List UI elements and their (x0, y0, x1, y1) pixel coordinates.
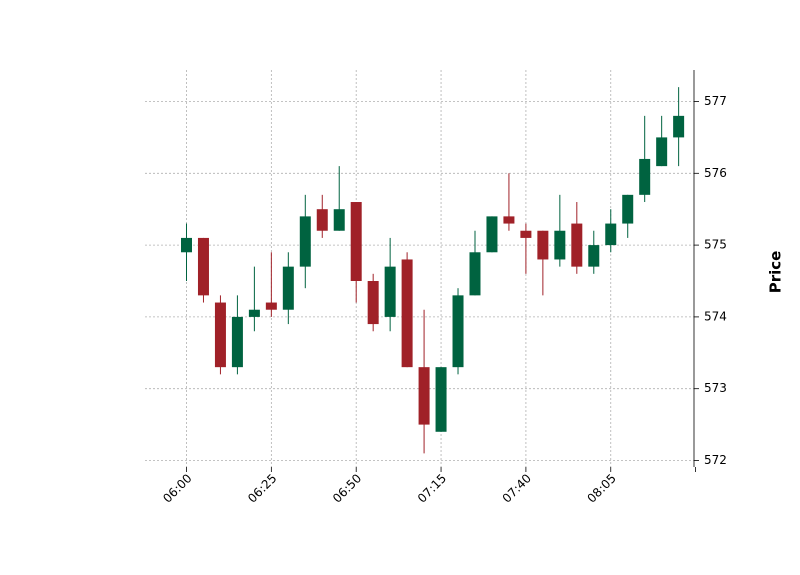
candle-body (333, 209, 345, 231)
candle-body (401, 259, 413, 368)
candle (197, 237, 209, 303)
candle-body (571, 223, 583, 267)
candle-body (673, 115, 685, 138)
candle (181, 223, 192, 281)
x-tick-label: 07:40 (500, 471, 534, 505)
y-ticks: 572 573 574 575 576 577 (694, 94, 727, 467)
x-tick-label: 07:15 (415, 471, 449, 505)
candle (452, 288, 464, 375)
x-tick-label: 06:50 (330, 471, 364, 505)
candle-body (452, 295, 464, 368)
candle (350, 202, 362, 303)
candle-body (554, 230, 566, 260)
candle-body (350, 202, 362, 281)
x-tick-label: 08:05 (585, 471, 619, 505)
candle-body (520, 230, 532, 238)
candle-body (316, 209, 328, 231)
grid-lines (145, 70, 694, 467)
candle (639, 115, 651, 203)
candle (248, 266, 260, 332)
candle (486, 216, 498, 253)
y-tick-label: 577 (704, 94, 727, 108)
candle (469, 230, 481, 296)
candle (622, 194, 634, 238)
candle (503, 173, 515, 231)
candle (435, 367, 447, 432)
candle (282, 252, 294, 325)
y-tick-label: 575 (704, 238, 727, 252)
candle-body (214, 302, 226, 368)
candle-body (384, 266, 396, 317)
candle (537, 230, 549, 296)
candle (231, 295, 243, 375)
candle-body (486, 216, 498, 253)
candle-body (588, 245, 600, 267)
candle (554, 194, 566, 267)
candle-body (537, 230, 549, 260)
candle (333, 166, 345, 231)
y-tick-label: 576 (704, 166, 727, 180)
y-axis-title: Price (767, 251, 785, 294)
candle (588, 230, 600, 274)
candle-body (265, 302, 277, 310)
x-ticks: 06:00 06:25 06:50 07:15 07:40 08:05 (160, 467, 696, 506)
x-tick-label: 06:00 (160, 471, 194, 505)
candle-body (197, 237, 209, 296)
candle-body (435, 367, 447, 432)
candle (418, 309, 430, 454)
candle-body (503, 216, 515, 224)
candle (367, 273, 379, 332)
x-tick-label: 06:25 (245, 471, 279, 505)
candle-body (231, 316, 243, 368)
candle (316, 194, 328, 238)
candle (299, 194, 311, 289)
candle (571, 202, 583, 274)
candle-body (622, 194, 634, 224)
y-tick-label: 574 (704, 309, 727, 323)
candle (656, 115, 668, 167)
candle-body (282, 266, 294, 310)
candle (401, 252, 413, 368)
candle-body (299, 216, 311, 267)
candle (673, 87, 685, 167)
candle-body (248, 309, 260, 317)
candle-body (418, 367, 430, 425)
candle-body (181, 237, 192, 253)
candle (265, 252, 277, 317)
candle (384, 237, 396, 332)
candle-body (605, 223, 617, 246)
y-tick-label: 573 (704, 381, 727, 395)
candle-body (656, 137, 668, 167)
candle (520, 223, 532, 274)
candle-body (367, 281, 379, 325)
candle-body (639, 158, 651, 195)
candle-body (469, 252, 481, 296)
y-tick-label: 572 (704, 453, 727, 467)
candle (214, 295, 226, 375)
candle (605, 209, 617, 253)
candles (181, 87, 685, 454)
